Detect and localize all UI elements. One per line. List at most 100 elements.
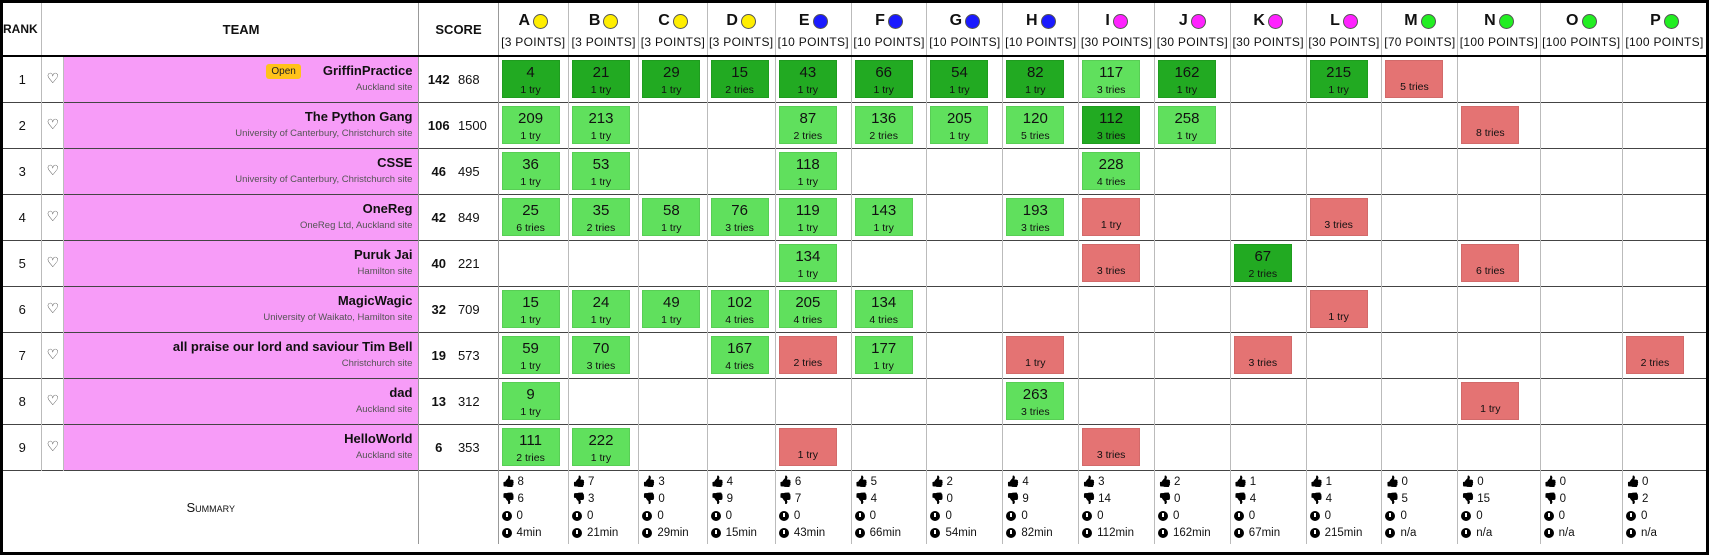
heart-icon[interactable]: ♡ [46, 300, 60, 316]
solved-cell[interactable]: 205 1 try [930, 106, 989, 144]
solved-cell[interactable]: 58 1 try [642, 198, 701, 236]
problem-header-f[interactable]: F [10 POINTS] [850, 3, 927, 57]
problem-cell-e [774, 378, 852, 424]
first-solve-cell[interactable]: 66 1 try [854, 60, 913, 99]
failed-attempt-cell[interactable]: 1 try [1461, 382, 1520, 420]
solved-cell[interactable]: 102 4 tries [710, 290, 769, 328]
failed-attempt-cell[interactable]: 1 try [1006, 336, 1065, 374]
problem-header-h[interactable]: H [10 POINTS] [1002, 3, 1079, 57]
solved-cell[interactable]: 205 4 tries [778, 290, 837, 328]
solved-cell[interactable]: 193 3 tries [1006, 198, 1065, 236]
failed-attempt-cell[interactable]: 3 tries [1233, 336, 1292, 374]
solved-cell[interactable]: 25 6 tries [501, 198, 560, 236]
solved-cell[interactable]: 15 1 try [501, 290, 560, 328]
first-solve-cell[interactable]: 15 2 tries [710, 60, 769, 99]
heart-icon[interactable]: ♡ [46, 162, 60, 178]
first-solve-cell[interactable]: 21 1 try [571, 60, 630, 99]
heart-icon[interactable]: ♡ [46, 438, 60, 454]
problem-header-g[interactable]: G [10 POINTS] [926, 3, 1003, 57]
heart-icon[interactable]: ♡ [46, 70, 60, 87]
problem-header-c[interactable]: C [3 POINTS] [638, 3, 708, 57]
solved-cell[interactable]: 119 1 try [778, 198, 837, 236]
first-solve-cell[interactable]: 43 1 try [778, 60, 837, 99]
team-name[interactable]: MagicWagic [337, 293, 413, 308]
problem-header-a[interactable]: A [3 POINTS] [497, 3, 569, 57]
team-name[interactable]: Puruk Jai [353, 247, 413, 262]
failed-attempt-cell[interactable]: 6 tries [1461, 244, 1520, 282]
problem-header-o[interactable]: O [100 POINTS] [1539, 3, 1623, 57]
first-solve-cell[interactable]: 67 2 tries [1233, 244, 1292, 282]
solved-cell[interactable]: 177 1 try [854, 336, 913, 374]
problem-header-e[interactable]: E [10 POINTS] [774, 3, 852, 57]
failed-attempt-cell[interactable]: 1 try [778, 428, 837, 466]
heart-icon[interactable]: ♡ [46, 392, 60, 408]
solved-cell[interactable]: 134 4 tries [854, 290, 913, 328]
first-solve-cell[interactable]: 215 1 try [1309, 60, 1368, 99]
problem-header-b[interactable]: B [3 POINTS] [567, 3, 639, 57]
first-solve-cell[interactable]: 29 1 try [642, 60, 701, 99]
failed-attempt-cell[interactable]: 8 tries [1461, 106, 1520, 144]
failed-attempt-cell[interactable]: 2 tries [778, 336, 837, 374]
problem-header-n[interactable]: N [100 POINTS] [1457, 3, 1541, 57]
team-header[interactable]: TEAM [63, 3, 420, 57]
problem-header-j[interactable]: J [30 POINTS] [1153, 3, 1231, 57]
team-score: 19 [431, 347, 446, 363]
team-name[interactable]: The Python Gang [304, 109, 413, 124]
score-header[interactable]: SCORE [418, 3, 499, 57]
solved-cell[interactable]: 120 5 tries [1006, 106, 1065, 144]
solved-cell[interactable]: 49 1 try [642, 290, 701, 328]
solved-cell[interactable]: 118 1 try [778, 152, 837, 190]
failed-attempt-cell[interactable]: 5 tries [1385, 60, 1444, 99]
solved-cell[interactable]: 76 3 tries [710, 198, 769, 236]
first-solve-cell[interactable]: 54 1 try [930, 60, 989, 99]
solved-cell[interactable]: 24 1 try [571, 290, 630, 328]
problem-header-l[interactable]: L [30 POINTS] [1305, 3, 1382, 57]
solved-cell[interactable]: 53 1 try [571, 152, 630, 190]
solved-cell[interactable]: 167 4 tries [710, 336, 769, 374]
heart-icon[interactable]: ♡ [46, 208, 60, 224]
solved-cell[interactable]: 70 3 tries [571, 336, 630, 374]
solved-cell[interactable]: 222 1 try [571, 428, 630, 466]
solved-cell[interactable]: 134 1 try [778, 244, 837, 282]
problem-header-p[interactable]: P [100 POINTS] [1621, 3, 1706, 57]
solved-cell[interactable]: 213 1 try [571, 106, 630, 144]
team-name[interactable]: dad [389, 385, 413, 400]
problem-header-k[interactable]: K [30 POINTS] [1229, 3, 1307, 57]
heart-icon[interactable]: ♡ [46, 254, 60, 270]
failed-attempt-cell[interactable]: 3 tries [1082, 244, 1141, 282]
solved-cell[interactable]: 258 1 try [1157, 106, 1216, 144]
solved-cell[interactable]: 111 2 tries [501, 428, 560, 466]
first-solve-cell[interactable]: 82 1 try [1006, 60, 1065, 99]
team-name[interactable]: OneReg [362, 201, 413, 216]
solved-cell[interactable]: 143 1 try [854, 198, 913, 236]
team-name[interactable]: CSSE [377, 155, 413, 170]
solved-cell[interactable]: 36 1 try [501, 152, 560, 190]
heart-icon[interactable]: ♡ [46, 346, 60, 362]
first-solve-cell[interactable]: 4 1 try [501, 60, 560, 99]
solved-cell[interactable]: 263 3 tries [1006, 382, 1065, 420]
solved-cell[interactable]: 228 4 tries [1082, 152, 1141, 190]
solved-cell[interactable]: 117 3 tries [1082, 60, 1141, 99]
failed-attempt-cell[interactable]: 2 tries [1625, 336, 1684, 374]
heart-icon[interactable]: ♡ [46, 116, 60, 132]
failed-attempt-cell[interactable]: 3 tries [1309, 198, 1368, 236]
failed-attempt-cell[interactable]: 3 tries [1082, 428, 1141, 466]
problem-header-i[interactable]: I [30 POINTS] [1078, 3, 1155, 57]
team-name[interactable]: all praise our lord and saviour Tim Bell [172, 339, 413, 354]
solved-cell[interactable]: 136 2 tries [854, 106, 913, 144]
problem-header-m[interactable]: M [70 POINTS] [1381, 3, 1458, 57]
rank-header[interactable]: RANK [3, 3, 43, 57]
solved-cell[interactable]: 35 2 tries [571, 198, 630, 236]
solve-time: 58 [663, 202, 680, 219]
first-solve-cell[interactable]: 162 1 try [1157, 60, 1216, 99]
team-name[interactable]: HelloWorld [344, 431, 413, 446]
solved-cell[interactable]: 9 1 try [501, 382, 560, 420]
solved-cell[interactable]: 209 1 try [501, 106, 560, 144]
problem-header-d[interactable]: D [3 POINTS] [706, 3, 776, 57]
failed-attempt-cell[interactable]: 1 try [1082, 198, 1141, 236]
failed-attempt-cell[interactable]: 1 try [1309, 290, 1368, 328]
solved-cell[interactable]: 59 1 try [501, 336, 560, 374]
team-name[interactable]: GriffinPractice [322, 63, 413, 79]
solved-cell[interactable]: 87 2 tries [778, 106, 837, 144]
first-solve-cell[interactable]: 112 3 tries [1082, 106, 1141, 144]
